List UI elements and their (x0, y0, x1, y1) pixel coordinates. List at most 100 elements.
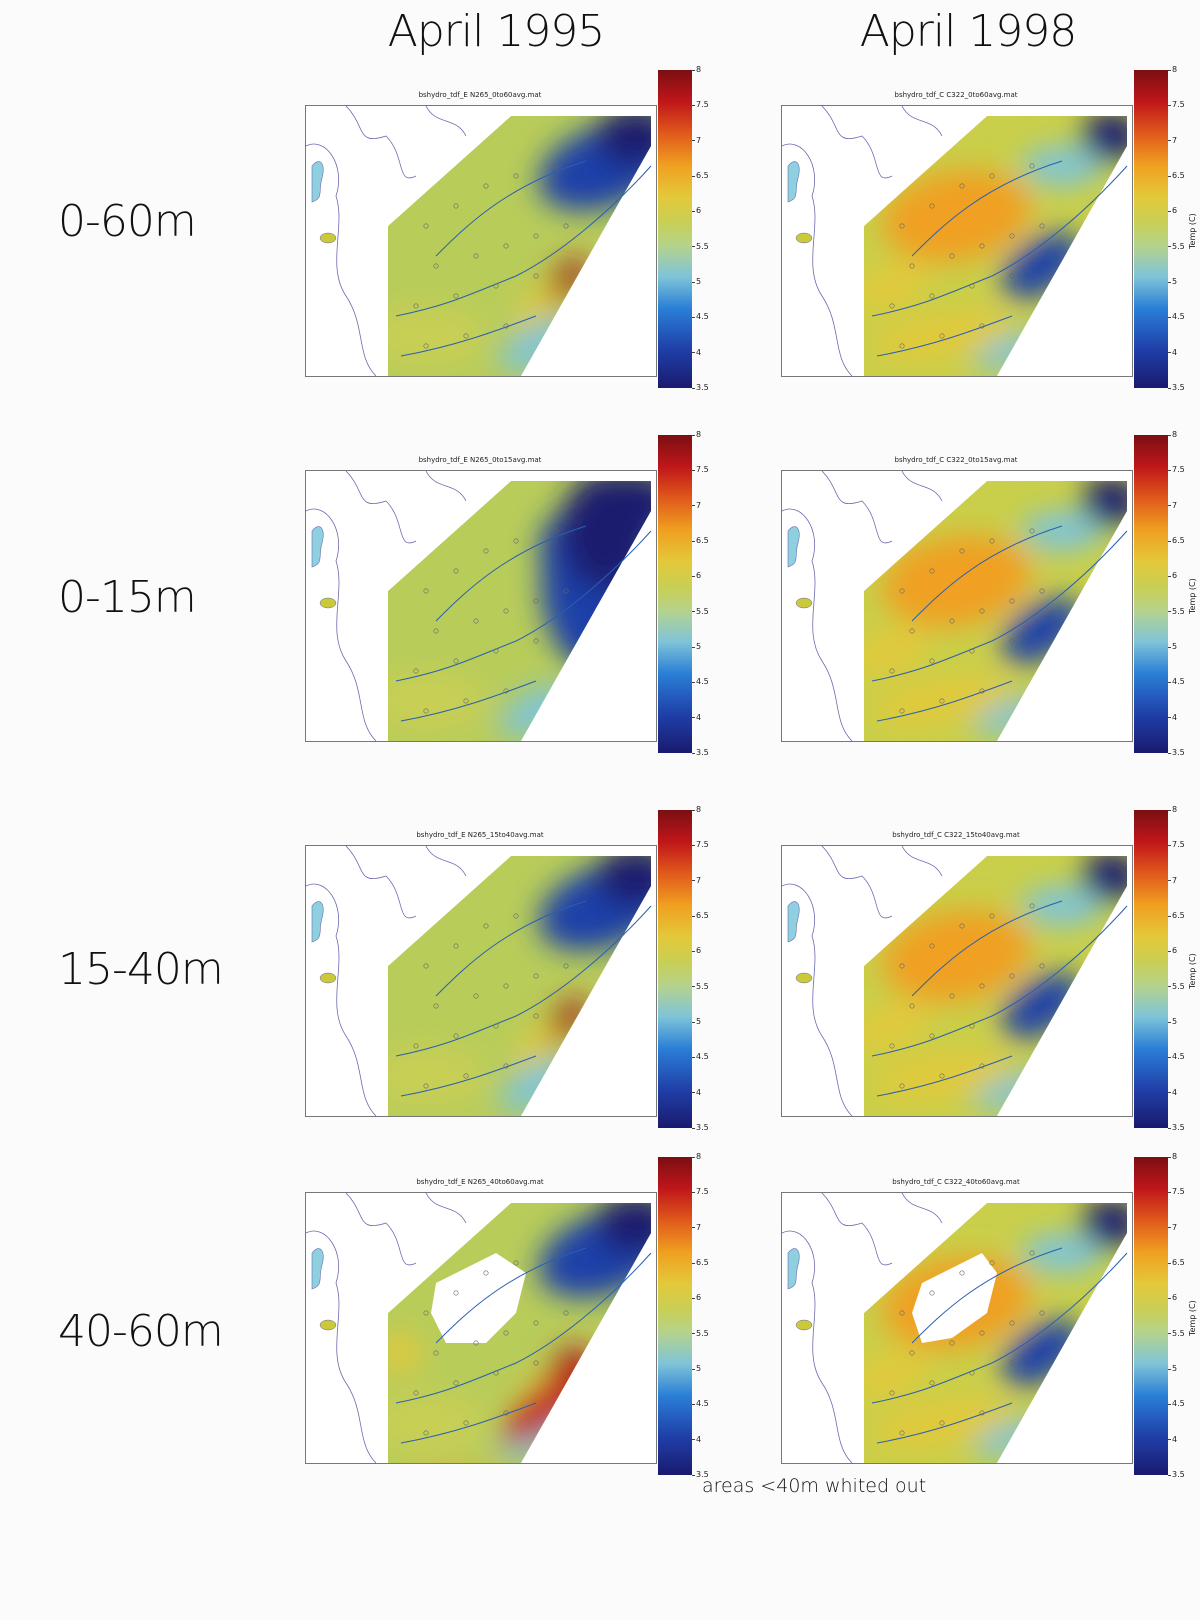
colorbar-tick-label: 7 (691, 1222, 702, 1232)
coastline (782, 106, 943, 376)
coastline (782, 471, 943, 741)
colorbar-tick-label: 5.5 (692, 606, 709, 616)
map-svg (782, 471, 1128, 741)
colorbar-tick-label: 6.5 (1168, 536, 1185, 545)
cape-landmass (311, 901, 324, 943)
colorbar-tick-label: 7.5 (1168, 840, 1185, 850)
row-label-15-40m: 15-40m (58, 944, 224, 995)
contour-lines (871, 1247, 1128, 1444)
island (319, 597, 337, 609)
colorbar-tick-label: 7.5 (1168, 1187, 1185, 1197)
panel-title: bshydro_tdf_E N265_0to60avg.mat (418, 91, 542, 99)
cape-landmass (787, 526, 800, 568)
colorbar-axis-label: Temp (C) (1188, 953, 1197, 989)
heat-field (388, 1203, 651, 1463)
coastline (782, 846, 943, 1116)
colorbar-tick-label: 4 (1167, 712, 1178, 722)
cape-landmass (311, 1248, 324, 1290)
row-label-40-60m: 40-60m (58, 1306, 224, 1357)
colorbar-tick-label: 5 (1167, 277, 1178, 286)
colorbar-tick-label: 6.5 (692, 1258, 709, 1267)
colorbar-tick-label: 4.5 (1168, 677, 1185, 687)
panel-title: bshydro_tdf_E N265_40to60avg.mat (416, 1178, 544, 1186)
cape-landmass (787, 161, 800, 203)
column-title-1995: April 1995 (387, 6, 606, 57)
colorbar-tick-label: 5.5 (1168, 241, 1185, 251)
map-svg (306, 846, 652, 1116)
colorbar-tick-label: 8 (1167, 805, 1178, 814)
colorbar-tick-label: 4.5 (692, 312, 709, 322)
contour-lines (395, 160, 652, 357)
colorbar (658, 810, 692, 1128)
colorbar-tick-label: 3.5 (1168, 1123, 1185, 1132)
row-label-0-15m: 0-15m (58, 572, 197, 623)
colorbar-tick-label: 7.5 (692, 100, 709, 110)
temperature-map (781, 1192, 1133, 1464)
station-markers (413, 1250, 569, 1436)
island (319, 232, 337, 244)
panel-title: bshydro_tdf_E N265_0to15avg.mat (418, 456, 542, 464)
colorbar-tick-label: 4 (1167, 347, 1178, 357)
contour-lines (871, 900, 1128, 1097)
heat-field (388, 856, 651, 1116)
row-label-0-60m: 0-60m (58, 196, 197, 247)
colorbar-tick-label: 6.5 (1168, 911, 1185, 920)
heat-field (388, 481, 651, 741)
contour-lines (871, 160, 1128, 357)
colorbar-tick-label: 5 (691, 1364, 702, 1373)
colorbar-tick-label: 3.5 (1168, 748, 1185, 757)
panel-title: bshydro_tdf_C C322_40to60avg.mat (892, 1178, 1020, 1186)
colorbar-tick-label: 6.5 (692, 171, 709, 180)
colorbar-tick-label: 4.5 (692, 1052, 709, 1062)
heat-field (388, 116, 651, 376)
colorbar-tick-label: 7.5 (692, 465, 709, 475)
colorbar-tick-label: 4 (1167, 1087, 1178, 1097)
coastline (306, 106, 467, 376)
colorbar-tick-label: 7.5 (692, 840, 709, 850)
colorbar-tick-label: 3.5 (1168, 383, 1185, 392)
map-svg (306, 471, 652, 741)
colorbar-tick-label: 7.5 (692, 1187, 709, 1197)
station-markers (889, 163, 1045, 349)
station-markers (889, 903, 1045, 1089)
colorbar (658, 70, 692, 388)
contour-lines (395, 1247, 652, 1444)
colorbar-tick-label: 5.5 (1168, 606, 1185, 616)
colorbar (1134, 435, 1168, 753)
island (319, 1319, 337, 1331)
coastline (306, 471, 467, 741)
colorbar-tick-label: 7.5 (1168, 100, 1185, 110)
heat-field (864, 856, 1127, 1116)
cape-landmass (787, 1248, 800, 1290)
panel-title: bshydro_tdf_C C322_15to40avg.mat (892, 831, 1020, 839)
panel-title: bshydro_tdf_E N265_15to40avg.mat (416, 831, 544, 839)
colorbar-tick-label: 8 (1167, 430, 1178, 439)
colorbar-axis-label: Temp (C) (1188, 578, 1197, 614)
colorbar (1134, 70, 1168, 388)
colorbar-tick-label: 4 (691, 347, 702, 357)
colorbar-tick-label: 5.5 (692, 981, 709, 991)
colorbar-tick-label: 7.5 (1168, 465, 1185, 475)
temperature-map (781, 470, 1133, 742)
temperature-map (305, 1192, 657, 1464)
whited-out-area (431, 1253, 526, 1343)
colorbar-tick-label: 6.5 (692, 911, 709, 920)
colorbar-tick-label: 4 (691, 712, 702, 722)
colorbar-tick-label: 7 (691, 135, 702, 145)
colorbar-tick-label: 7 (1167, 875, 1178, 885)
colorbar-tick-label: 5.5 (1168, 981, 1185, 991)
colorbar-tick-label: 4.5 (1168, 1052, 1185, 1062)
colorbar-tick-label: 5 (1167, 642, 1178, 651)
colorbar-tick-label: 6 (691, 571, 702, 581)
island (319, 972, 337, 984)
island (795, 1319, 813, 1331)
colorbar (658, 1157, 692, 1475)
colorbar-tick-label: 6 (691, 946, 702, 956)
column-title-1998: April 1998 (859, 6, 1078, 57)
colorbar-axis-label: Temp (C) (1188, 213, 1197, 249)
panel-title: bshydro_tdf_C C322_0to15avg.mat (894, 456, 1018, 464)
temperature-map (781, 105, 1133, 377)
colorbar-tick-label: 6 (1167, 1293, 1178, 1303)
island (795, 972, 813, 984)
map-svg (782, 1193, 1128, 1463)
